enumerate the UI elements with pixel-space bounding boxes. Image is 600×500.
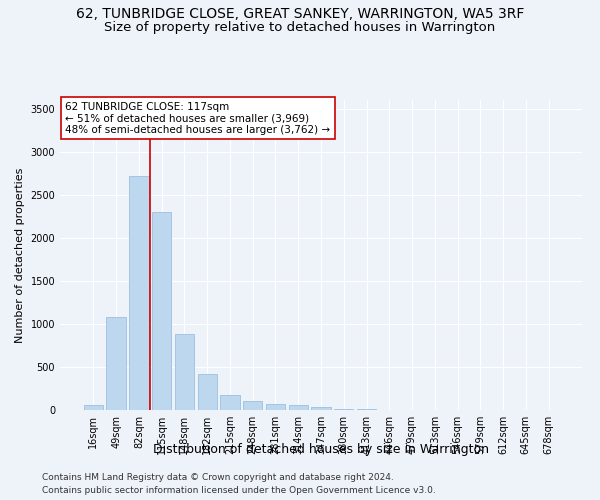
Bar bbox=[289, 406, 308, 410]
Text: Size of property relative to detached houses in Warrington: Size of property relative to detached ho… bbox=[104, 21, 496, 34]
Bar bbox=[84, 405, 103, 410]
Bar bbox=[129, 176, 149, 410]
Bar bbox=[311, 406, 331, 410]
Bar bbox=[266, 404, 285, 410]
Y-axis label: Number of detached properties: Number of detached properties bbox=[15, 168, 25, 342]
Bar bbox=[175, 334, 194, 410]
Text: 62, TUNBRIDGE CLOSE, GREAT SANKEY, WARRINGTON, WA5 3RF: 62, TUNBRIDGE CLOSE, GREAT SANKEY, WARRI… bbox=[76, 8, 524, 22]
Bar bbox=[220, 395, 239, 410]
Bar bbox=[334, 409, 353, 410]
Text: Contains HM Land Registry data © Crown copyright and database right 2024.: Contains HM Land Registry data © Crown c… bbox=[42, 472, 394, 482]
Bar bbox=[106, 317, 126, 410]
Bar bbox=[197, 374, 217, 410]
Bar bbox=[357, 409, 376, 410]
Text: 62 TUNBRIDGE CLOSE: 117sqm
← 51% of detached houses are smaller (3,969)
48% of s: 62 TUNBRIDGE CLOSE: 117sqm ← 51% of deta… bbox=[65, 102, 331, 134]
Bar bbox=[243, 401, 262, 410]
Bar bbox=[152, 212, 172, 410]
Text: Contains public sector information licensed under the Open Government Licence v3: Contains public sector information licen… bbox=[42, 486, 436, 495]
Text: Distribution of detached houses by size in Warrington: Distribution of detached houses by size … bbox=[153, 442, 489, 456]
